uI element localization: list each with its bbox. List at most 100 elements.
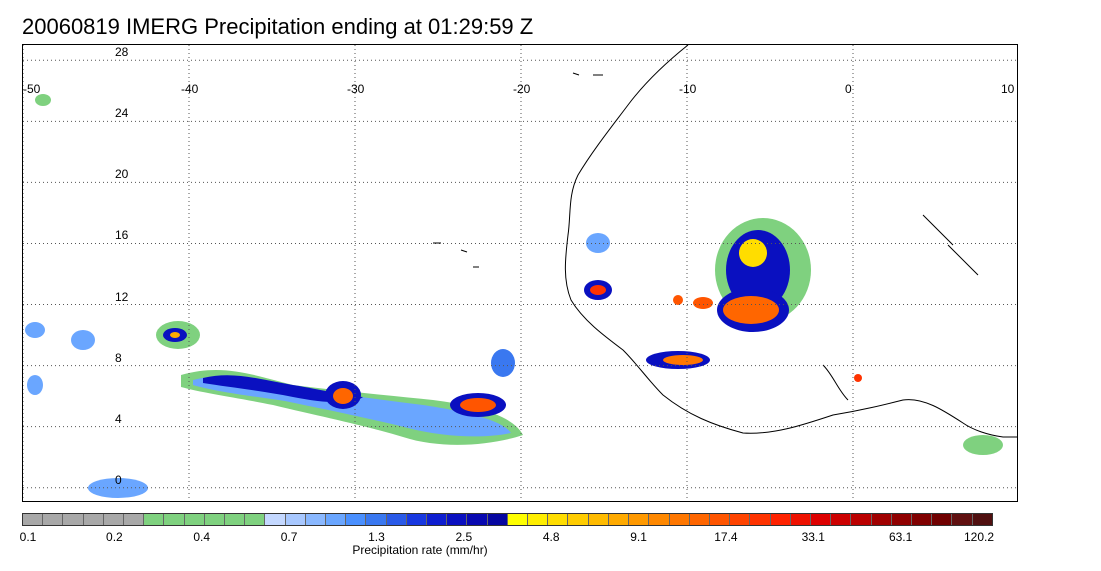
precip-cell-east: [854, 374, 862, 382]
colorbar-cell: [911, 514, 933, 525]
lat-label: 24: [115, 106, 129, 121]
lon-label: -40: [181, 82, 199, 96]
colorbar-cell: [386, 514, 407, 525]
lat-label: 8: [115, 350, 122, 365]
colorbar-cell: [750, 514, 771, 525]
lat-label: 20: [115, 167, 129, 182]
colorbar-cell: [730, 514, 751, 525]
colorbar-cell: [164, 514, 185, 525]
colorbar-cell: [366, 514, 387, 525]
colorbar-tick-label: 0.7: [280, 530, 298, 544]
colorbar-tick-label: 63.1: [888, 530, 913, 544]
precip-cell-w3: [27, 375, 43, 395]
precip-cell-mid2: [673, 295, 683, 305]
map-canvas: [23, 45, 1017, 501]
colorbar-cell: [83, 514, 104, 525]
colorbar-tick-label: 0.4: [193, 530, 211, 544]
lon-label: -50: [23, 82, 41, 96]
colorbar-tick-label: 9.1: [630, 530, 647, 544]
colorbar-cell: [124, 514, 145, 525]
colorbar-cell: [103, 514, 125, 525]
lat-label: 0: [115, 472, 122, 487]
precip-cell-sahel-n-core: [739, 239, 767, 267]
colorbar-cell: [871, 514, 892, 525]
colorbar-cell: [487, 514, 508, 525]
colorbar-cell: [23, 514, 44, 525]
colorbar-cell: [831, 514, 852, 525]
colorbar-cell: [669, 514, 690, 525]
colorbar-cell: [326, 514, 347, 525]
colorbar-cell: [467, 514, 488, 525]
colorbar-cell: [588, 514, 609, 525]
colorbar-cell: [770, 514, 791, 525]
lon-label: -20: [513, 82, 531, 96]
colorbar-unit-label: Precipitation rate (mm/hr): [352, 543, 488, 557]
colorbar-cell: [568, 514, 589, 525]
colorbar-tick-label: 17.4: [714, 530, 738, 544]
lon-label: -30: [347, 82, 365, 96]
colorbar-cell: [689, 514, 710, 525]
colorbar-cell: [265, 514, 286, 525]
precip-cell-sw: [88, 478, 148, 498]
colorbar-cell: [709, 514, 731, 525]
coastline-niger-delta: [822, 214, 979, 401]
colorbar-tick-label: 2.5: [455, 530, 473, 544]
colorbar-cell: [43, 514, 64, 525]
coastline-islands: [433, 72, 603, 268]
colorbar-cell: [447, 514, 468, 525]
lat-label: 28: [115, 45, 129, 60]
colorbar-tick-label: 4.8: [542, 530, 560, 544]
precipitation-map: 28 24 20 16 12 8 4 0 -50 -40 -30 -20 -10 0 10: [22, 44, 1018, 502]
precipitation-layer: [25, 94, 1003, 498]
colorbar-cell: [649, 514, 670, 525]
precip-band-itcz-core: [203, 375, 363, 403]
lat-label: 16: [115, 228, 129, 243]
colorbar-cell: [972, 514, 992, 525]
colorbar-tick-label: 33.1: [801, 530, 825, 544]
colorbar-cell: [952, 514, 973, 525]
colorbar-cell: [406, 514, 428, 525]
precip-cell-sahel-s-core: [723, 296, 779, 324]
colorbar-cell: [245, 514, 266, 525]
colorbar-cell: [932, 514, 953, 525]
colorbar-cell: [427, 514, 448, 525]
colorbar-tick-label: 1.3: [368, 530, 385, 544]
lat-label: 4: [115, 411, 122, 426]
colorbar-cell: [608, 514, 630, 525]
precip-cell-itcz-c: [491, 349, 515, 377]
colorbar-cell: [225, 514, 246, 525]
precip-cell-se: [963, 435, 1003, 455]
precip-cell-itcz-a-core: [333, 388, 353, 404]
lat-label: 12: [115, 289, 129, 304]
lon-label: 0: [845, 82, 852, 96]
colorbar: [22, 513, 993, 526]
precip-cell-w4: [25, 322, 45, 338]
coastline: [433, 45, 1017, 438]
colorbar-cell: [851, 514, 872, 525]
colorbar-cell: [204, 514, 226, 525]
coastline-africa-west: [564, 45, 1017, 438]
colorbar-cell: [629, 514, 650, 525]
map-title: 20060819 IMERG Precipitation ending at 0…: [22, 14, 534, 39]
colorbar-tick-label: 120.2: [963, 530, 995, 544]
colorbar-tick-label: 0.1: [19, 530, 37, 544]
colorbar-cell: [63, 514, 84, 525]
graticule: [23, 45, 1017, 501]
colorbar-cell: [790, 514, 811, 525]
precip-cell-coast: [586, 233, 610, 253]
colorbar-cell: [346, 514, 367, 525]
colorbar-cell: [507, 514, 529, 525]
precip-cell-senegal-core: [590, 285, 606, 295]
precip-cell-w1-hot: [170, 332, 180, 338]
precip-cell-nw: [35, 94, 51, 106]
precip-cell-w2: [71, 330, 95, 350]
precip-cell-guinea-core: [663, 355, 703, 365]
colorbar-cell: [144, 514, 165, 525]
colorbar-cell: [891, 514, 912, 525]
colorbar-cell: [810, 514, 832, 525]
lon-label: -10: [679, 82, 697, 96]
colorbar-cell: [548, 514, 569, 525]
colorbar-cell: [184, 514, 205, 525]
colorbar-cell: [528, 514, 549, 525]
colorbar-cell: [305, 514, 327, 525]
